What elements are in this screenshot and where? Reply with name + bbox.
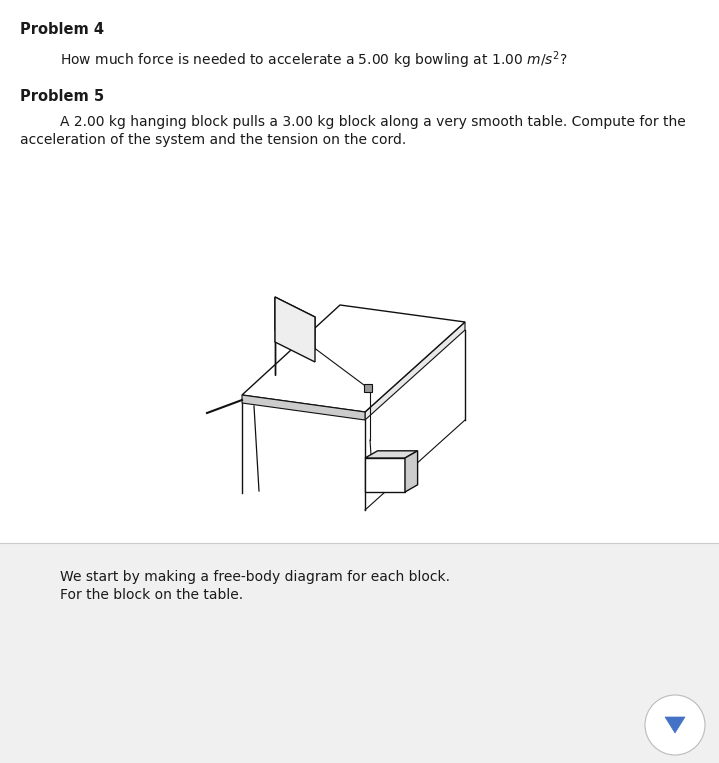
Polygon shape [365,322,465,420]
Bar [0,0,719,543]
Polygon shape [275,297,315,350]
Text: For the block on the table.: For the block on the table. [60,588,243,602]
Polygon shape [365,458,405,492]
Polygon shape [242,395,365,420]
Text: How much force is needed to accelerate a 5.00 kg bowling at 1.00 $m/s^{2}$?: How much force is needed to accelerate a… [60,49,567,71]
Polygon shape [365,451,418,458]
Text: Problem 5: Problem 5 [20,89,104,104]
Polygon shape [275,297,315,362]
Polygon shape [665,717,685,733]
Circle shape [645,695,705,755]
Text: A 2.00 kg hanging block pulls a 3.00 kg block along a very smooth table. Compute: A 2.00 kg hanging block pulls a 3.00 kg … [60,115,686,129]
Polygon shape [405,451,418,492]
Polygon shape [242,305,465,412]
Bar [364,384,372,392]
Text: Problem 4: Problem 4 [20,22,104,37]
Text: We start by making a free-body diagram for each block.: We start by making a free-body diagram f… [60,570,450,584]
Text: acceleration of the system and the tension on the cord.: acceleration of the system and the tensi… [20,133,406,147]
Bar [0,543,719,763]
